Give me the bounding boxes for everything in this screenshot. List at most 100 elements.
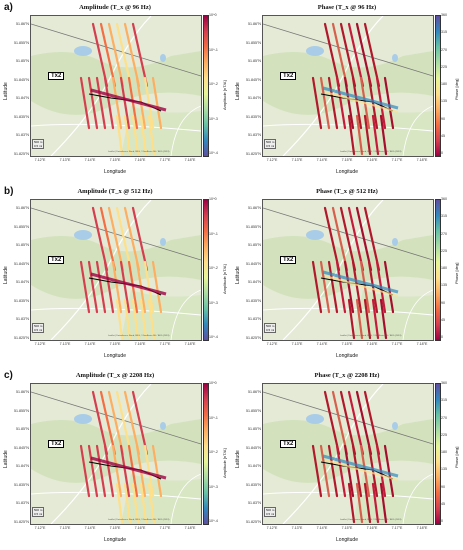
- map-area[interactable]: [262, 15, 434, 157]
- flight-line: [119, 260, 131, 314]
- y-tick-label: 51.825°N: [245, 151, 261, 156]
- panel-title: Amplitude (T_x @ 512 Hz): [77, 188, 153, 195]
- map-area[interactable]: [262, 199, 434, 341]
- colorbar-tick-label: 10^-2: [209, 450, 218, 454]
- flight-line: [151, 444, 163, 498]
- scale-bar: 500 m 0.5 mi: [32, 323, 45, 333]
- scale-bar: 500 m 0.5 mi: [264, 507, 277, 517]
- transmitter-cable: [320, 93, 394, 112]
- colorbar-tick-label: 135: [441, 283, 447, 288]
- x-tick-label: 7.14°E: [84, 158, 96, 162]
- colorbar-tick-label: 90: [441, 300, 445, 305]
- x-tick-label: 7.14°E: [316, 158, 328, 162]
- transmitter-cable: [320, 461, 394, 480]
- flight-line: [355, 298, 364, 340]
- flight-line: [123, 22, 141, 88]
- y-tick-label: 51.84°N: [15, 96, 29, 100]
- flight-line: [363, 482, 372, 524]
- flight-line: [123, 298, 132, 340]
- scale-label-imperial: 0.5 mi: [266, 512, 275, 516]
- lake: [306, 414, 324, 424]
- phase-band: [324, 91, 399, 113]
- y-tick-label: 51.86°N: [247, 390, 261, 394]
- phase-panel: Phase (T_x @ 2208 Hz) Latitude Tx2 500 m 0.5…: [232, 368, 461, 548]
- colorbar-label: Amplitude [nT/A]: [222, 448, 227, 478]
- scale-bar: 500 m 0.5 mi: [32, 139, 45, 149]
- map-area[interactable]: [30, 15, 202, 157]
- x-tick-label: 7.14°E: [316, 526, 328, 530]
- flight-line: [115, 298, 124, 340]
- map-svg: [263, 384, 433, 524]
- y-axis-label: Latitude: [235, 450, 241, 468]
- flight-line: [347, 390, 365, 456]
- flight-line: [99, 390, 117, 456]
- flight-line: [87, 260, 99, 314]
- flight-line: [119, 444, 131, 498]
- colorbar-tick-label: 10^-3: [209, 116, 218, 121]
- flight-line: [95, 444, 107, 498]
- colorbar-tick-label: 360: [441, 197, 447, 201]
- road: [50, 16, 152, 156]
- road: [170, 105, 201, 156]
- scale-bar: 500 m 0.5 mi: [264, 139, 277, 149]
- flight-line: [79, 76, 91, 130]
- x-tick-label: 7.17°E: [391, 158, 403, 162]
- flight-line: [147, 482, 156, 524]
- y-tick-label: 51.825°N: [13, 335, 29, 340]
- flight-line: [131, 22, 149, 88]
- y-tick-label: 51.84°N: [247, 280, 261, 284]
- transmitter-label: Tx2: [280, 256, 297, 264]
- y-tick-label: 51.825°N: [245, 335, 261, 340]
- y-tick-label: 51.825°N: [13, 151, 29, 156]
- phase-colorbar: [435, 383, 441, 525]
- flight-line: [363, 206, 381, 272]
- map-area[interactable]: [30, 199, 202, 341]
- scale-label-imperial: 0.5 mi: [34, 512, 43, 516]
- flight-line: [327, 260, 339, 314]
- y-tick-label: 51.835°N: [245, 298, 261, 303]
- y-tick-label: 51.835°N: [245, 114, 261, 119]
- x-axis-label: Longitude: [104, 169, 126, 175]
- pond: [392, 54, 398, 62]
- road: [170, 473, 201, 524]
- colorbar-tick-label: 315: [441, 214, 447, 219]
- pond: [160, 54, 166, 62]
- flight-line: [367, 444, 379, 498]
- flight-line: [127, 260, 139, 314]
- forest-patch: [263, 235, 433, 299]
- y-tick-label: 51.83°N: [15, 133, 29, 137]
- flight-line: [323, 206, 341, 272]
- flight-line: [351, 444, 363, 498]
- x-tick-label: 7.14°E: [84, 526, 96, 530]
- flight-line: [147, 114, 156, 156]
- colorbar-tick-label: 10^-3: [209, 484, 218, 489]
- flight-line: [107, 22, 125, 88]
- railway-line: [263, 207, 433, 261]
- x-tick-label: 7.18°E: [184, 342, 196, 346]
- scale-label-imperial: 0.5 mi: [266, 328, 275, 332]
- flight-line: [99, 22, 117, 88]
- phase-band: [324, 459, 399, 481]
- x-tick-label: 7.12°E: [266, 526, 278, 530]
- flight-line: [139, 114, 148, 156]
- transmitter-label: Tx2: [48, 440, 65, 448]
- scale-label-metric: 500 m: [266, 324, 275, 328]
- colorbar-label: Phase [deg]: [454, 262, 459, 284]
- y-tick-label: 51.84°N: [247, 96, 261, 100]
- flight-line: [103, 444, 115, 498]
- colorbar-label: Phase [deg]: [454, 78, 459, 100]
- flight-line: [355, 22, 373, 88]
- y-tick-label: 51.83°N: [15, 317, 29, 321]
- flight-line: [87, 76, 99, 130]
- x-tick-label: 7.12°E: [34, 158, 46, 162]
- flight-line: [379, 114, 388, 156]
- map-area[interactable]: [262, 383, 434, 525]
- x-tick-label: 7.17°E: [159, 342, 171, 346]
- phase-band: [322, 454, 399, 478]
- amp-band: [90, 456, 167, 480]
- road: [282, 200, 384, 340]
- map-area[interactable]: [30, 383, 202, 525]
- colorbar-tick-label: 10^0: [209, 381, 217, 385]
- colorbar-tick-label: 10^-2: [209, 82, 218, 86]
- x-tick-label: 7.15°E: [341, 342, 353, 346]
